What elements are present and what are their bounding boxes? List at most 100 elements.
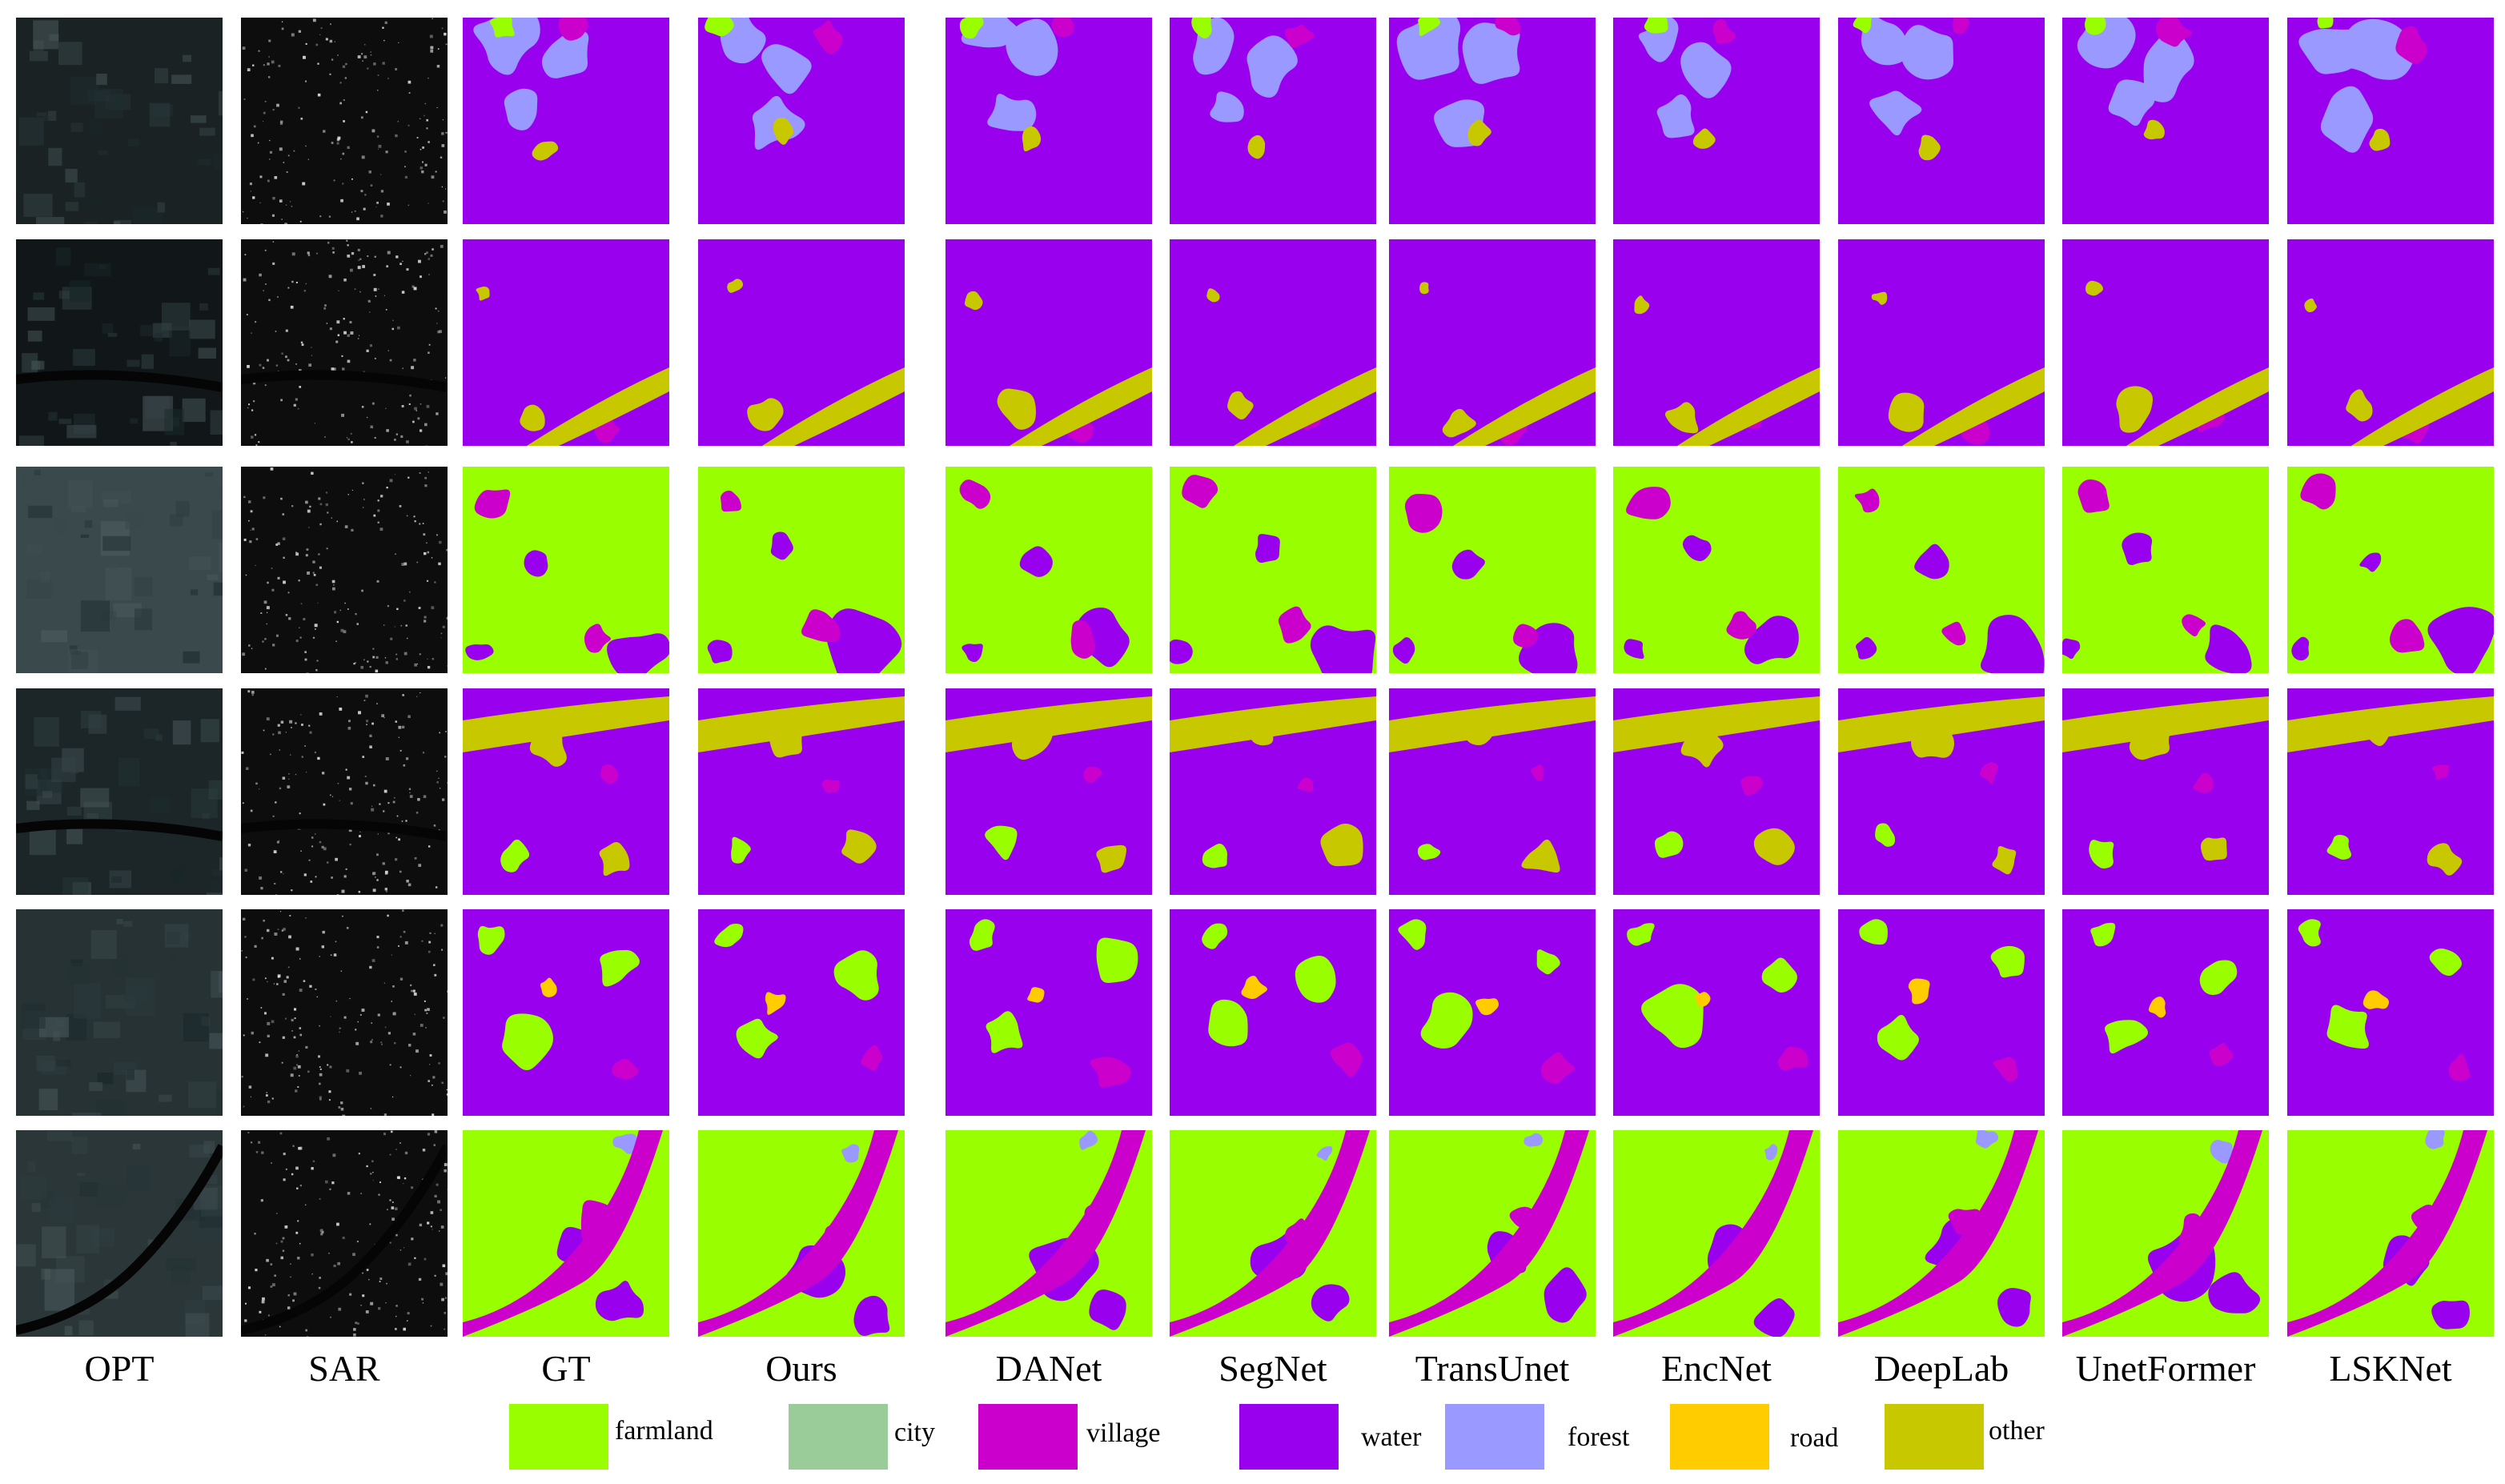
- texture-speck: [279, 120, 283, 124]
- class-region-farmland: [2199, 960, 2238, 996]
- texture-speck: [289, 720, 293, 724]
- texture-speck: [368, 1278, 370, 1281]
- texture-speck: [420, 403, 422, 405]
- texture-speck: [275, 801, 277, 804]
- texture-speck: [302, 182, 306, 186]
- texture-speck: [415, 812, 419, 814]
- texture-speck: [281, 352, 283, 355]
- tile-lsknet-row-5: [2287, 909, 2494, 1116]
- texture-speck: [267, 1100, 271, 1104]
- texture-speck: [377, 74, 379, 76]
- texture-speck: [419, 275, 422, 279]
- texture-speck: [308, 724, 311, 727]
- texture-speck: [263, 919, 265, 922]
- texture-speck: [391, 1217, 395, 1221]
- texture-speck: [416, 561, 419, 564]
- texture-speck: [440, 1209, 442, 1212]
- texture-speck: [404, 166, 406, 168]
- class-region-village: [813, 20, 843, 54]
- texture-speck: [269, 150, 273, 154]
- texture-speck: [401, 291, 405, 294]
- texture-speck: [399, 936, 402, 938]
- texture-speck: [291, 889, 293, 892]
- texture-speck: [383, 982, 385, 984]
- texture-speck: [370, 1041, 373, 1044]
- texture-speck: [287, 1306, 291, 1310]
- texture-speck: [298, 1146, 301, 1150]
- legend-swatch-village: [978, 1404, 1078, 1470]
- texture-speck: [304, 658, 307, 661]
- class-region-farmland: [1398, 919, 1427, 950]
- class-region-other: [1992, 845, 2017, 875]
- texture-speck: [295, 1055, 299, 1058]
- class-region-village: [600, 764, 619, 784]
- tile-gt-row-3: [463, 467, 669, 673]
- texture-speck: [305, 500, 308, 504]
- class-region-water: [1311, 1284, 1350, 1322]
- texture-speck: [169, 327, 191, 357]
- texture-speck: [379, 1281, 381, 1282]
- texture-speck: [407, 1044, 411, 1047]
- tile-encnet-row-2: [1613, 239, 1820, 446]
- class-region-band: [527, 367, 669, 446]
- texture-speck: [411, 1186, 414, 1189]
- texture-speck: [243, 1105, 245, 1108]
- texture-speck: [372, 656, 375, 659]
- texture-speck: [422, 752, 425, 754]
- texture-speck: [382, 495, 383, 497]
- texture-speck: [444, 1312, 447, 1314]
- texture-speck: [336, 320, 340, 324]
- class-region-farmland: [600, 949, 640, 987]
- texture-speck: [261, 937, 263, 940]
- texture-speck: [70, 959, 83, 966]
- texture-speck: [283, 1178, 286, 1181]
- texture-speck: [381, 1043, 383, 1045]
- texture-speck: [398, 945, 399, 947]
- texture-speck: [430, 49, 434, 53]
- tile-deeplab-row-3: [1838, 467, 2045, 673]
- texture-speck: [314, 751, 316, 754]
- texture-speck: [66, 826, 83, 844]
- texture-speck: [298, 1075, 300, 1077]
- texture-speck: [314, 624, 318, 628]
- texture-speck: [271, 1020, 275, 1024]
- texture-speck: [424, 253, 427, 255]
- texture-speck: [73, 348, 95, 367]
- tile-segnet-row-1: [1170, 18, 1376, 224]
- class-region-other: [1680, 732, 1724, 768]
- texture-speck: [385, 661, 388, 664]
- class-region-band: [1389, 696, 1596, 752]
- texture-speck: [373, 514, 376, 517]
- texture-speck: [422, 523, 424, 524]
- texture-speck: [339, 800, 340, 801]
- texture-speck: [276, 295, 279, 299]
- column-label-sar: SAR: [308, 1348, 380, 1389]
- texture-speck: [255, 538, 259, 540]
- texture-speck: [397, 121, 399, 122]
- class-region-band: [698, 696, 905, 752]
- texture-speck: [290, 754, 291, 756]
- texture-speck: [327, 1137, 331, 1141]
- tile-transunet-row-2: [1389, 239, 1596, 446]
- texture-speck: [328, 215, 331, 218]
- texture-speck: [291, 33, 295, 37]
- class-region-other: [1521, 839, 1560, 873]
- texture-speck: [211, 510, 223, 539]
- class-region-village: [1083, 767, 1102, 784]
- texture-speck: [372, 784, 375, 787]
- texture-speck: [244, 868, 248, 872]
- texture-speck: [109, 562, 118, 571]
- texture-speck: [434, 933, 436, 934]
- texture-speck: [399, 1249, 402, 1251]
- class-region-water: [2427, 607, 2494, 673]
- class-region-other: [1419, 282, 1429, 295]
- texture-speck: [385, 309, 387, 311]
- class-region-water: [1997, 1287, 2031, 1327]
- texture-speck: [444, 1163, 448, 1166]
- texture-speck: [400, 624, 403, 627]
- texture-speck: [432, 964, 436, 967]
- texture-speck: [366, 1269, 369, 1271]
- texture-speck: [247, 998, 248, 1000]
- texture-speck: [339, 82, 342, 84]
- class-region-band: [2062, 1130, 2262, 1337]
